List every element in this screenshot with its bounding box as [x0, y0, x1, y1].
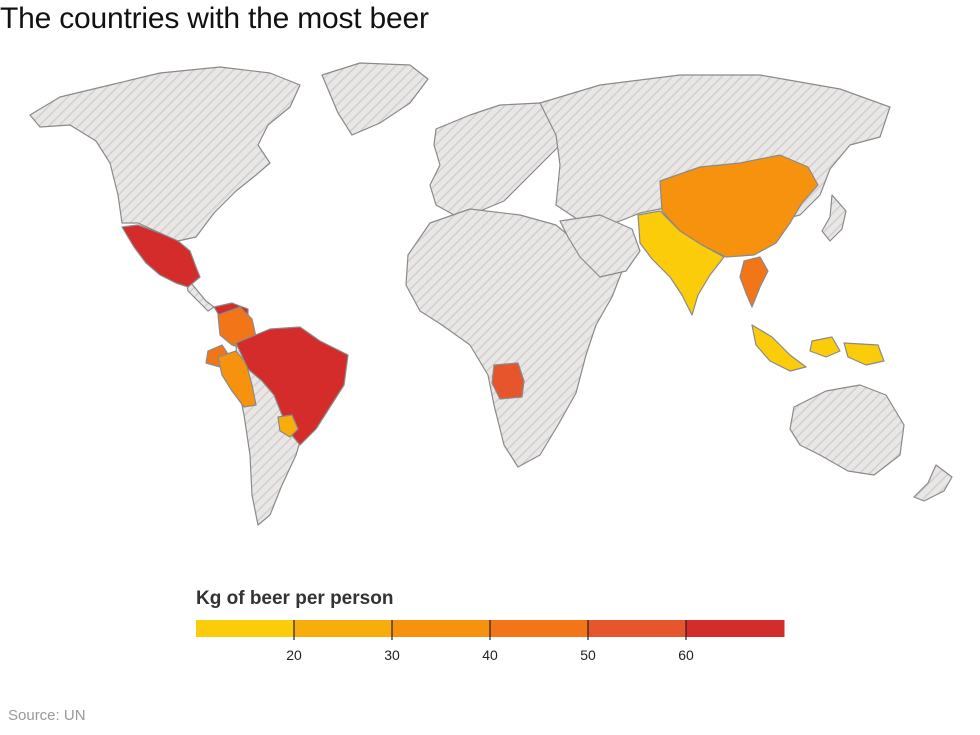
map-region-paraguay — [277, 414, 299, 438]
middle-east-landmass — [559, 214, 641, 278]
world-map — [29, 62, 953, 526]
legend-tick-label: 40 — [482, 647, 498, 663]
legend-tick-label: 20 — [286, 647, 302, 663]
greenland-landmass — [321, 62, 429, 136]
map-region-angola — [491, 362, 525, 400]
new-zealand-landmass — [913, 464, 953, 502]
legend-bin — [294, 620, 393, 637]
map-region-brazil — [235, 326, 349, 446]
legend-bin — [588, 620, 687, 637]
map-title: The countries with the most beer — [0, 2, 429, 35]
legend-bin — [686, 620, 785, 637]
legend-color-scale: 20 30 40 50 60 — [196, 620, 785, 663]
legend-tick-label: 30 — [384, 647, 400, 663]
legend-bin — [196, 620, 295, 637]
africa-landmass — [405, 208, 627, 468]
map-region-thailand — [739, 256, 769, 308]
legend-bin — [392, 620, 491, 637]
japan-landmass — [821, 194, 847, 242]
europe-landmass — [429, 102, 561, 216]
legend-tick-label: 60 — [678, 647, 694, 663]
map-region-indonesia — [751, 324, 885, 372]
australia-landmass — [789, 384, 905, 476]
north-america-landmass — [29, 66, 301, 242]
legend-title: Kg of beer per person — [196, 588, 394, 609]
legend-tick-label: 50 — [580, 647, 596, 663]
central-america-landmass — [185, 276, 215, 312]
map-region-india — [637, 210, 725, 316]
legend-bin — [490, 620, 589, 637]
map-region-mexico — [121, 224, 201, 288]
source-note: Source: UN — [8, 707, 86, 724]
